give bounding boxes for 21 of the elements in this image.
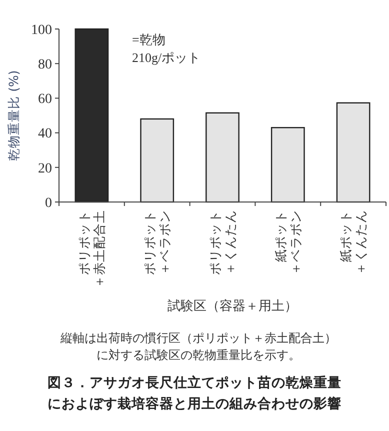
y-tick-label: 60 [38, 92, 52, 108]
x-tick-label: ポリポット＋赤土配合土 [76, 210, 107, 288]
x-tick-label: ポリポット＋くんたん [207, 210, 238, 275]
y-axis-title: 乾物重量比 (%) [6, 70, 21, 161]
y-tick-label: 80 [38, 58, 52, 72]
y-tick-label: 100 [31, 22, 52, 38]
bar [206, 112, 240, 203]
x-tick-label: 紙ポット＋ベラボン [272, 210, 303, 275]
x-tick-label: ポリポット＋ベラボン [142, 210, 172, 275]
text: 図３．アサガオ長尺仕立てポット苗の乾燥重量におよぼす栽培容器と用土の組み合わせの影響 [48, 374, 342, 412]
x-axis-title: 試験区（容器＋用土） [168, 298, 298, 314]
x-tick-label: 紙ポット＋くんたん [338, 210, 368, 275]
annotation: =乾物210g/ポット [132, 32, 201, 65]
y-tick-label: 0 [45, 196, 52, 211]
y-tick-label: 40 [38, 126, 52, 142]
text: 縦軸は出荷時の慣行区（ポリポット＋赤土配合土）に対する試験区の乾物重量比を示す。 [60, 331, 336, 362]
bar [140, 118, 174, 203]
bar [74, 28, 109, 203]
bar [336, 102, 370, 203]
bar [270, 127, 305, 203]
y-tick-label: 20 [38, 161, 52, 176]
